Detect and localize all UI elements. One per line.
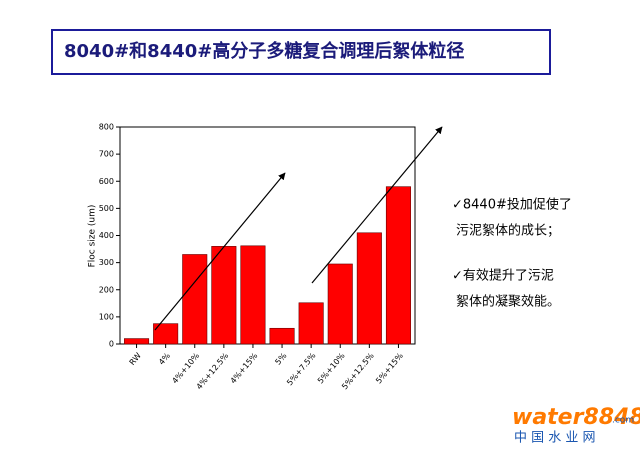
note-line: 絮体的凝聚效能。 xyxy=(456,294,560,310)
logo-domain: .com xyxy=(612,416,634,426)
y-tick-label: 700 xyxy=(99,150,114,159)
bar xyxy=(211,246,237,345)
bar xyxy=(356,232,382,345)
y-axis-label: Floc size (um) xyxy=(88,205,98,268)
x-tick-label: 4%+15% xyxy=(229,351,260,386)
note-line: ✓8440#投加促使了 xyxy=(452,197,572,213)
y-tick-label: 0 xyxy=(109,340,114,349)
title-box xyxy=(51,29,551,75)
bar xyxy=(385,186,411,345)
bar xyxy=(240,245,266,345)
x-tick-label: 4%+10% xyxy=(170,351,201,386)
y-tick-label: 300 xyxy=(99,258,114,267)
note-line: 污泥絮体的成长； xyxy=(456,223,560,239)
trend-arrow xyxy=(311,126,443,284)
y-tick-label: 800 xyxy=(99,123,114,132)
logo-brand: water8848 xyxy=(512,405,640,430)
chart-title: 8040#和8440#高分子多糖复合调理后絮体粒径 xyxy=(64,40,464,62)
logo-name: 中 国 水 业 网 xyxy=(514,431,596,446)
bar xyxy=(298,302,324,345)
y-tick-label: 500 xyxy=(99,204,114,213)
x-tick-label: RW xyxy=(128,351,143,367)
bar xyxy=(124,338,150,345)
bar xyxy=(182,254,208,345)
y-tick-label: 400 xyxy=(99,231,114,240)
x-tick-label: 5%+7.5% xyxy=(285,351,318,388)
y-tick-label: 200 xyxy=(99,285,114,294)
x-tick-label: 5% xyxy=(273,351,288,367)
y-tick-label: 100 xyxy=(99,312,114,321)
bar xyxy=(327,263,353,345)
x-tick-label: 4% xyxy=(157,351,172,367)
note-line: ✓有效提升了污泥 xyxy=(452,268,554,284)
x-tick-label: 5%+15% xyxy=(374,351,405,386)
bar xyxy=(269,327,295,345)
x-tick-label: 5%+10% xyxy=(316,351,347,386)
trend-arrow xyxy=(154,172,286,331)
y-tick-label: 600 xyxy=(99,177,114,186)
